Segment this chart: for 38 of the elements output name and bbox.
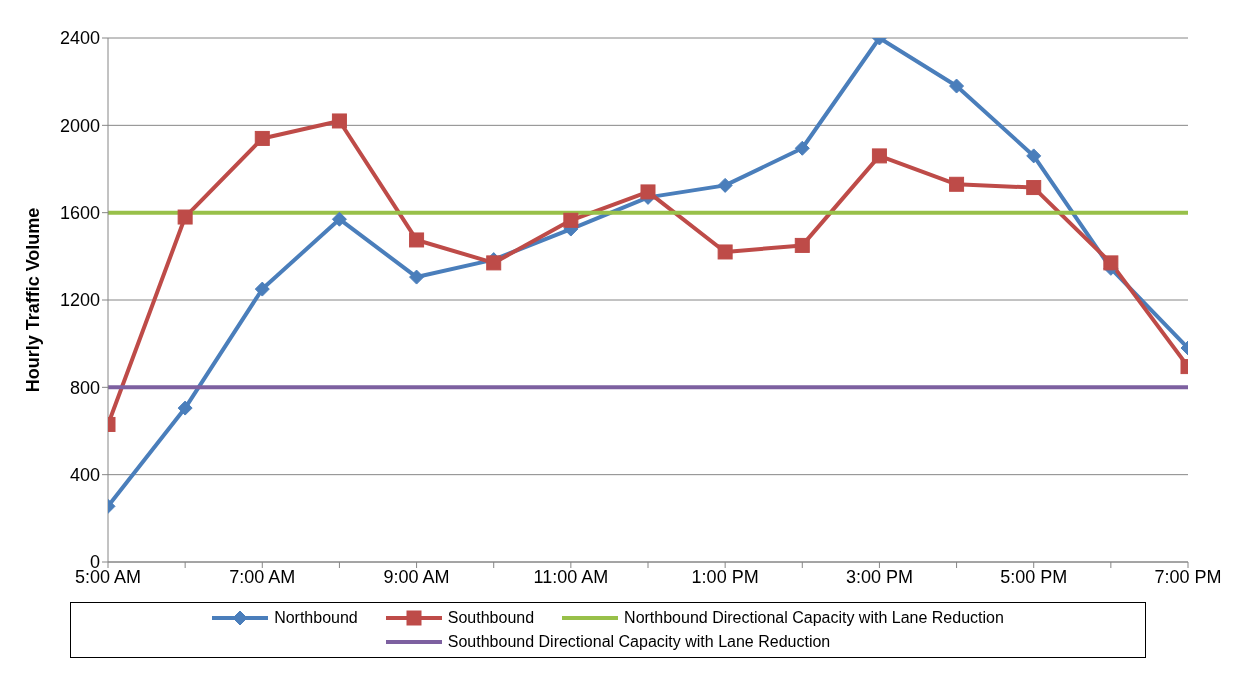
- point: [563, 212, 579, 228]
- point: [949, 176, 965, 192]
- y-tick-label: 2000: [59, 115, 100, 136]
- legend-label: Northbound: [274, 609, 358, 627]
- point: [177, 400, 193, 416]
- point: [794, 237, 810, 253]
- legend-label: Northbound Directional Capacity with Lane Reduction: [624, 609, 1004, 627]
- point: [1026, 180, 1042, 196]
- point: [949, 78, 965, 94]
- point: [871, 148, 887, 164]
- point: [254, 130, 270, 146]
- x-tick-label: 1:00 PM: [691, 566, 759, 587]
- x-tick-label: 5:00 PM: [1000, 566, 1068, 587]
- point: [1103, 255, 1119, 271]
- y-tick-label: 1200: [59, 290, 100, 311]
- point: [717, 244, 733, 260]
- x-tick-label: 3:00 PM: [845, 566, 913, 587]
- point: [717, 177, 733, 193]
- point: [331, 113, 347, 129]
- x-tick-label: 9:00 AM: [383, 566, 450, 587]
- legend-label: Southbound: [447, 609, 535, 627]
- y-axis-title: Hourly Traffic Volume: [23, 207, 44, 393]
- point: [331, 211, 347, 227]
- point: [254, 281, 270, 297]
- legend-label: Southbound Directional Capacity with Lane Reduction: [447, 633, 831, 651]
- x-tick-label: 7:00 PM: [1154, 566, 1222, 587]
- y-tick-label: 400: [69, 465, 100, 486]
- point: [409, 269, 425, 285]
- y-tick-label: 2400: [59, 28, 100, 49]
- x-tick-label: 7:00 AM: [229, 566, 296, 587]
- point: [640, 184, 656, 200]
- point: [794, 140, 810, 156]
- y-tick-label: 1600: [59, 203, 100, 224]
- y-tick-label: 800: [69, 377, 100, 398]
- point: [409, 232, 425, 248]
- point: [1026, 148, 1042, 164]
- x-tick-label: 11:00 AM: [533, 566, 609, 587]
- point: [177, 209, 193, 225]
